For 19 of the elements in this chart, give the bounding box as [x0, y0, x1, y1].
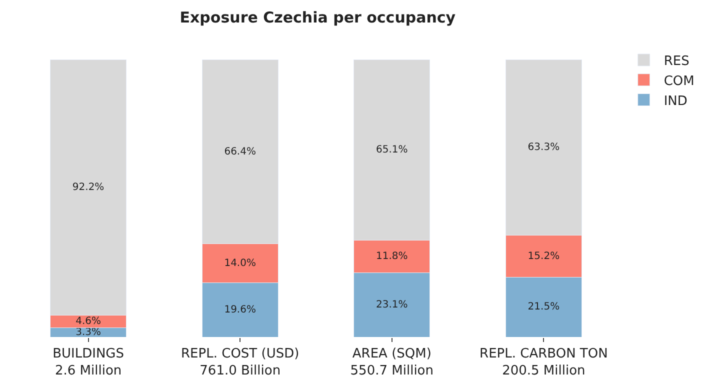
data-label: 92.2% [72, 182, 104, 193]
data-label: 15.2% [528, 250, 560, 262]
data-label: 11.8% [376, 251, 408, 262]
data-label: 19.6% [224, 304, 256, 316]
x-tick-label: REPL. COST (USD) 761.0 Billion [181, 346, 300, 378]
legend-label: COM [664, 74, 694, 89]
data-label: 23.1% [376, 299, 408, 310]
data-label: 14.0% [224, 258, 256, 269]
data-label: 4.6% [76, 316, 102, 327]
data-label: 66.4% [224, 146, 256, 158]
x-tick-label: AREA (SQM) 550.7 Million [350, 346, 434, 378]
data-label: 63.3% [528, 142, 560, 154]
data-label: 21.5% [528, 302, 560, 313]
x-tick-label: REPL. CARBON TON 200.5 Million [480, 346, 608, 378]
chart-title: Exposure Czechia per occupancy [180, 8, 456, 26]
x-tick-label: BUILDINGS 2.6 Million [52, 346, 124, 378]
legend-label: IND [664, 94, 688, 109]
data-label: 65.1% [376, 144, 408, 156]
legend-label: RES [664, 54, 690, 70]
